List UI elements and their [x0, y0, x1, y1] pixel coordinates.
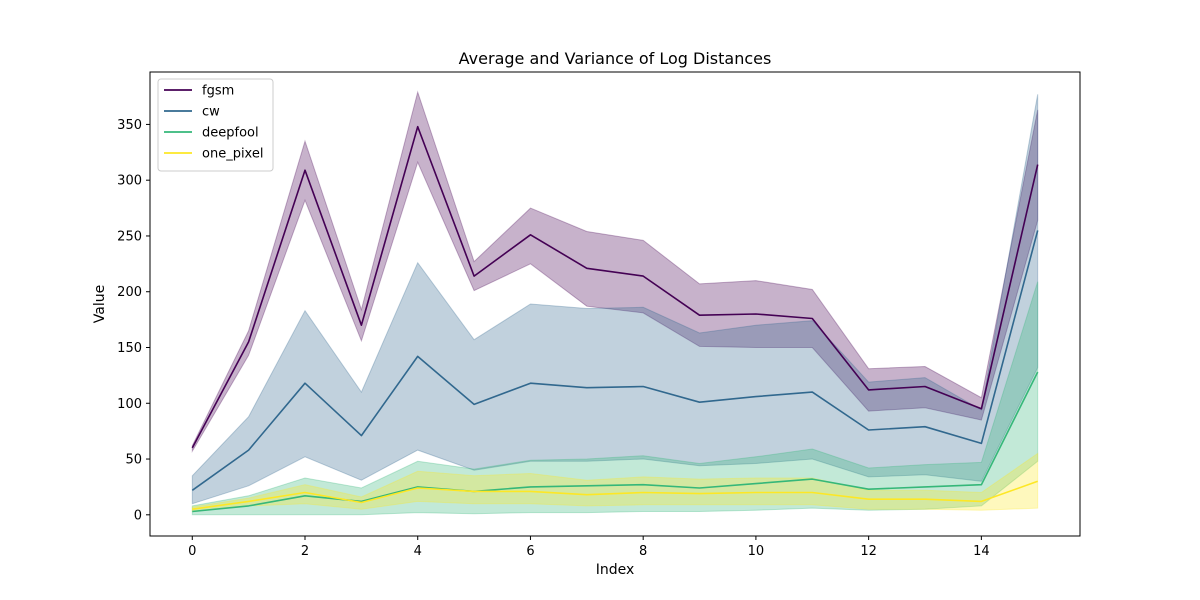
- x-tick-label: 10: [748, 544, 765, 559]
- mean-lines: [191, 125, 1039, 513]
- y-tick-label: 300: [117, 174, 142, 189]
- legend-box: [157, 78, 274, 172]
- band-one_pixel: [191, 452, 1039, 513]
- y-tick-label: 100: [117, 397, 142, 412]
- y-tick-label: 250: [117, 229, 142, 244]
- plot-frame: [149, 71, 1081, 537]
- chart-title: Average and Variance of Log Distances: [459, 49, 772, 68]
- x-tick-label: 12: [860, 544, 877, 559]
- y-axis-ticks: 0 50 100 150 200 250 300 350: [117, 118, 150, 523]
- y-tick-label: 350: [117, 118, 142, 133]
- x-tick-label: 8: [639, 544, 647, 559]
- line-one_pixel: [192, 480, 1038, 510]
- x-axis-ticks: 0 2 4 6 8 10 12 14: [188, 536, 990, 559]
- y-tick-label: 200: [117, 285, 142, 300]
- legend-label-cw: cw: [202, 105, 220, 120]
- y-tick-label: 0: [134, 508, 142, 523]
- line-cw: [191, 230, 1039, 491]
- legend: fgsm cw deepfool one_pixel: [157, 78, 274, 172]
- legend-label-fgsm: fgsm: [202, 84, 234, 99]
- line-deepfool: [192, 371, 1039, 513]
- band-deepfool: [191, 281, 1039, 516]
- x-tick-label: 6: [526, 544, 534, 559]
- y-axis-label: Value: [92, 285, 108, 323]
- legend-label-deepfool: deepfool: [202, 126, 259, 141]
- line-fgsm: [191, 125, 1039, 449]
- y-tick-label: 50: [125, 453, 142, 468]
- y-tick-label: 150: [117, 341, 142, 356]
- x-tick-label: 2: [301, 544, 309, 559]
- x-tick-label: 14: [973, 544, 990, 559]
- x-tick-label: 4: [414, 544, 422, 559]
- x-axis-label: Index: [596, 562, 635, 578]
- x-tick-label: 0: [188, 544, 196, 559]
- legend-label-one_pixel: one_pixel: [202, 147, 263, 162]
